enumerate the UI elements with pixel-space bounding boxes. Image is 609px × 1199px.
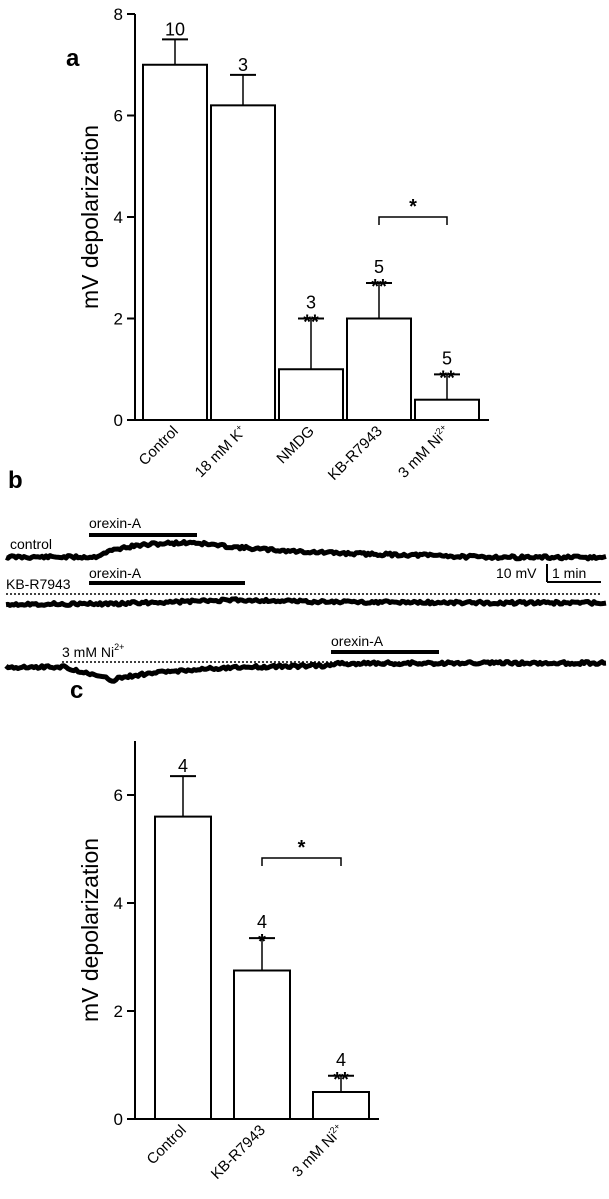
bar: [414, 398, 480, 422]
y-tick-label: 8: [114, 5, 123, 24]
chart-a: 0 2 4 6 8 mV depolarization 10 Control 3 18 mM K+…: [77, 5, 489, 484]
category-label: KB-R7943: [208, 1122, 269, 1183]
category-label: Control: [136, 423, 182, 469]
n-label: 4: [178, 756, 188, 776]
orexin-label-1: orexin-A: [89, 515, 142, 531]
bar: [154, 815, 212, 1120]
y-axis-label: mV depolarization: [77, 838, 103, 1022]
n-label: 10: [165, 19, 185, 39]
panel-label-b: b: [8, 467, 23, 494]
bar: [346, 317, 412, 421]
n-label: 3: [306, 293, 316, 313]
panel-label-c: c: [70, 677, 83, 704]
bar: [278, 368, 344, 421]
significance-label: **: [333, 1069, 349, 1091]
y-tick-label: 0: [114, 411, 123, 430]
y-tick-label: 6: [114, 107, 123, 126]
significance-label: *: [258, 931, 266, 953]
y-axis-label: mV depolarization: [77, 125, 103, 309]
category-label: KB-R7943: [325, 423, 386, 484]
bar: [210, 104, 276, 421]
category-label: NMDG: [273, 423, 317, 467]
trace-kb-r7943: [5, 596, 607, 608]
y-tick-label: 2: [114, 310, 123, 329]
trace-label-ni: 3 mM Ni2+: [62, 642, 124, 660]
trace-label-control: control: [10, 536, 52, 552]
n-label: 5: [374, 257, 384, 277]
category-label: Control: [144, 1122, 190, 1168]
significance-bracket: [261, 857, 342, 866]
bracket-label: *: [298, 837, 306, 859]
orexin-label-2: orexin-A: [89, 565, 142, 581]
trace-label-kb: KB-R7943: [6, 576, 71, 592]
y-tick-label: 4: [114, 208, 123, 227]
traces-panel: control orexin-A KB-R7943 orexin-A 10 mV…: [4, 515, 607, 684]
category-label: 18 mM K+: [191, 422, 250, 481]
significance-bracket: [378, 216, 448, 225]
bar: [312, 1091, 370, 1120]
significance-label: **: [439, 367, 455, 389]
panel-label-a: a: [66, 45, 80, 72]
n-label: 4: [257, 912, 267, 932]
bar: [142, 63, 208, 421]
n-label: 5: [442, 348, 452, 368]
bracket-label: *: [409, 196, 417, 218]
orexin-label-3: orexin-A: [331, 633, 384, 649]
category-label: 3 mM Ni2+: [394, 422, 453, 481]
significance-label: **: [371, 276, 387, 298]
scale-voltage-label: 10 mV: [496, 565, 537, 581]
significance-label: **: [303, 312, 319, 334]
bar: [233, 969, 291, 1120]
n-label: 4: [336, 1050, 346, 1070]
category-label: 3 mM Ni2+: [288, 1121, 347, 1180]
y-tick-label: 2: [114, 1002, 123, 1021]
n-label: 3: [238, 55, 248, 75]
trace-ni: [4, 659, 607, 684]
y-tick-label: 0: [114, 1110, 123, 1129]
scale-time-label: 1 min: [552, 565, 586, 581]
y-tick-label: 4: [114, 894, 123, 913]
trace-control: [5, 539, 607, 562]
y-tick-label: 6: [114, 786, 123, 805]
